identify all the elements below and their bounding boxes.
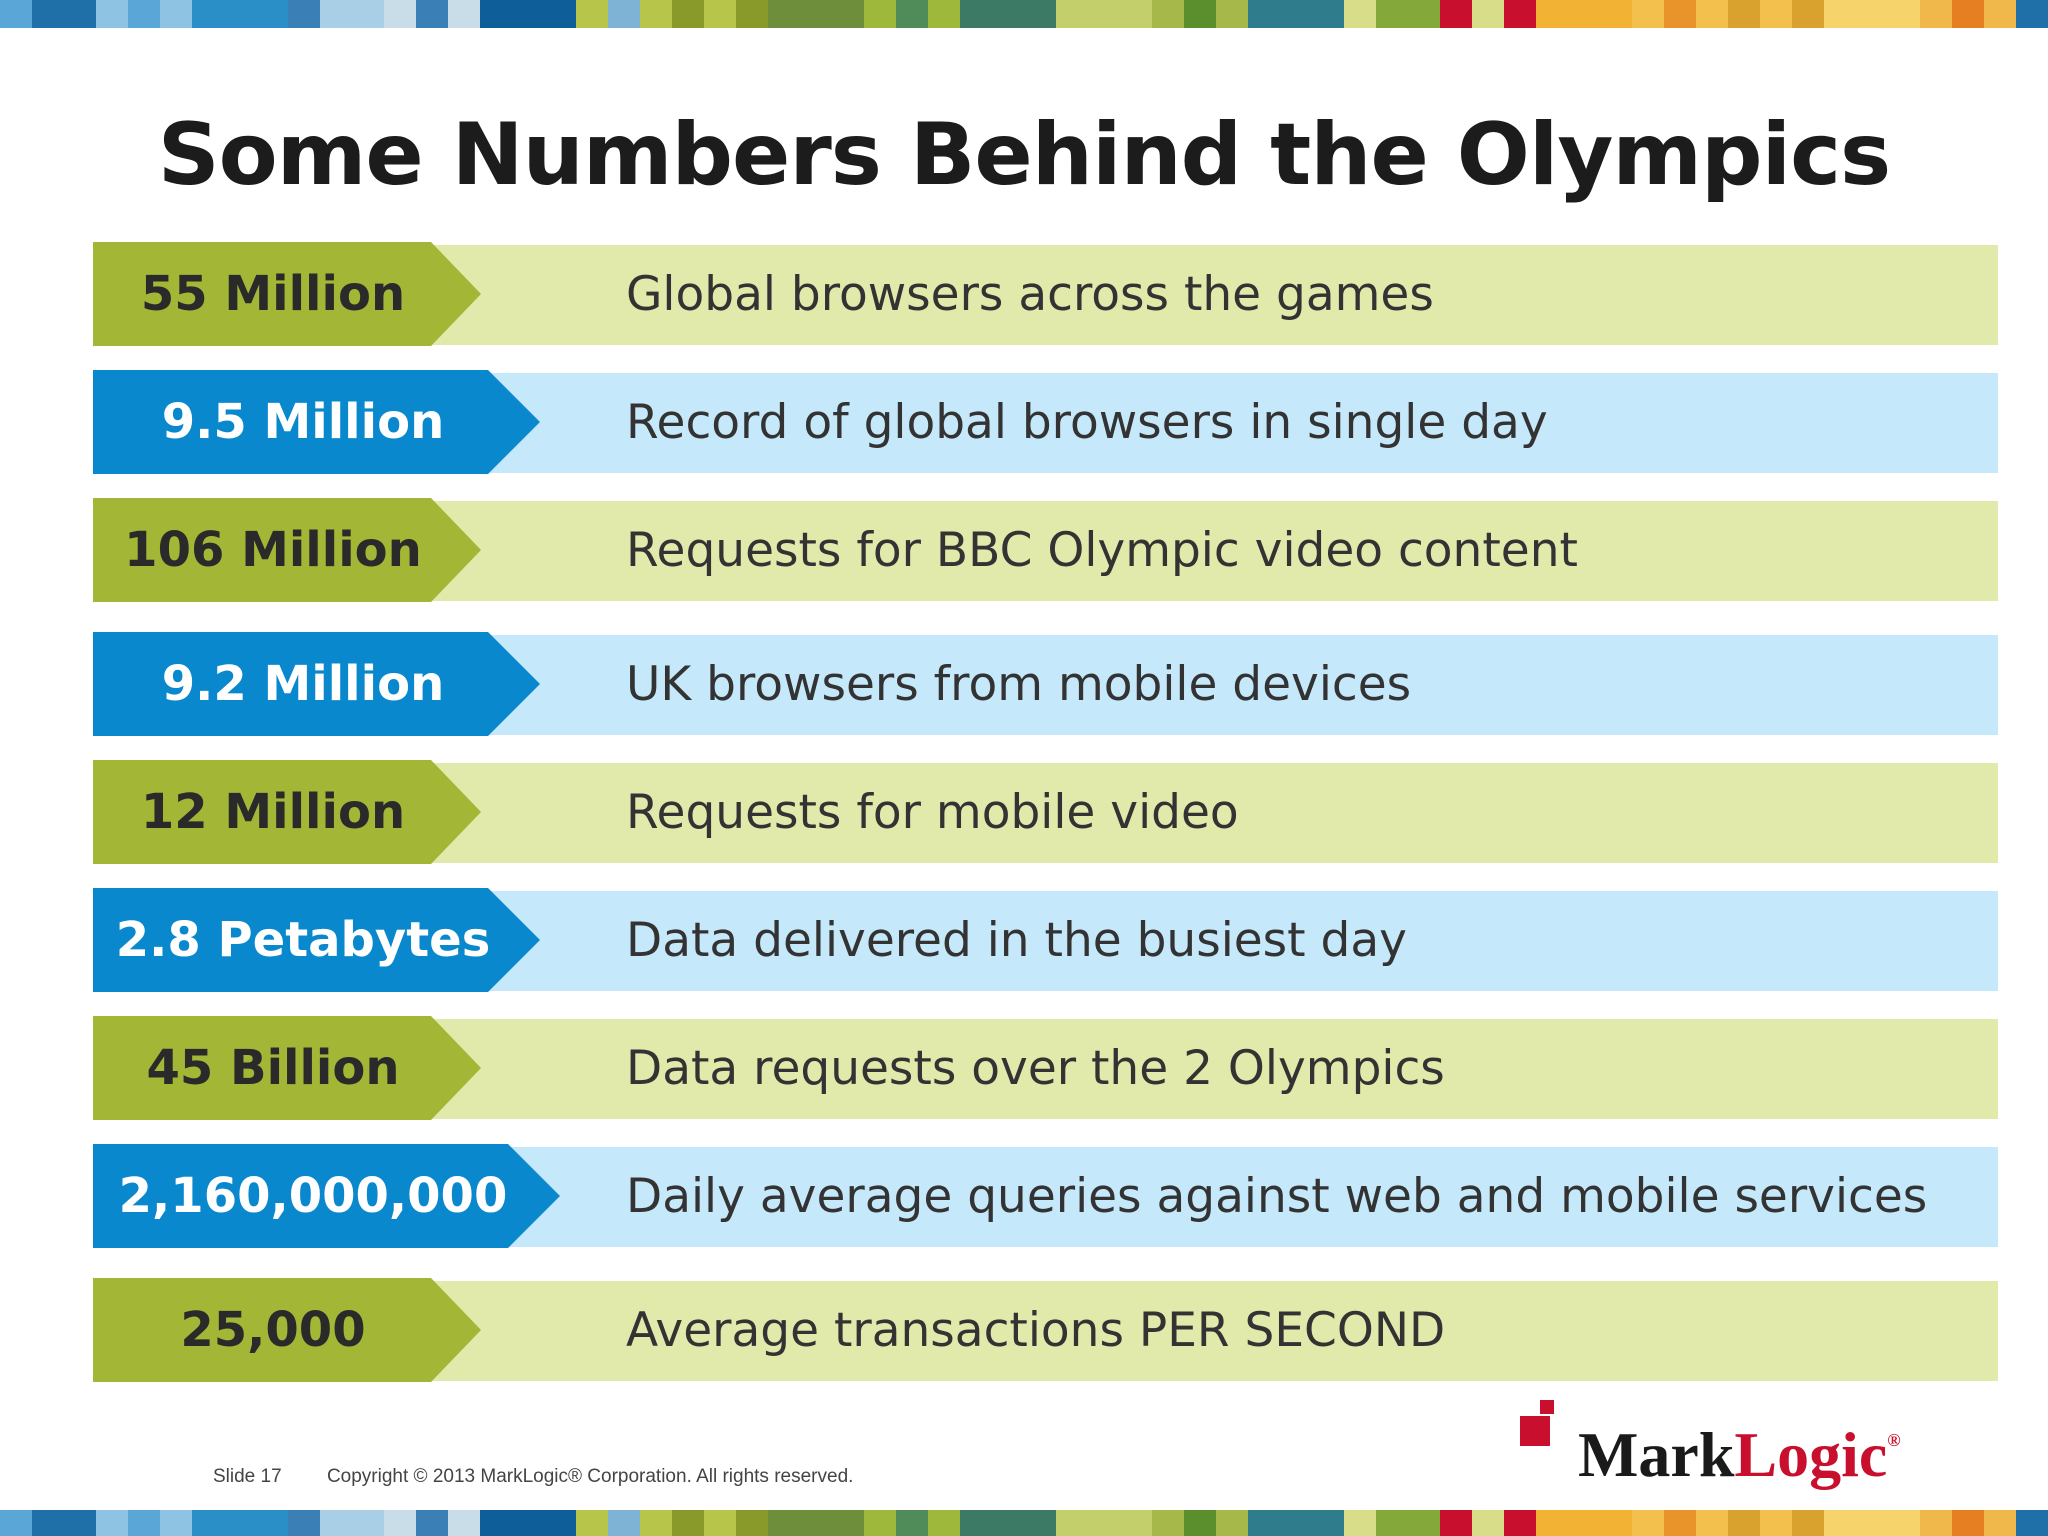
stat-description: Data delivered in the busiest day — [626, 913, 1407, 968]
logo-wordmark: MarkLogic® — [1578, 1419, 1901, 1490]
stat-value: 2,160,000,000 — [118, 1168, 508, 1224]
stat-row-3: 106 Million Requests for BBC Olympic vid… — [93, 498, 1998, 602]
stat-row-4: 9.2 Million UK browsers from mobile devi… — [93, 632, 1998, 736]
bottom-color-stripe — [0, 1510, 2048, 1536]
stat-value: 9.2 Million — [161, 656, 445, 712]
slide-title: Some Numbers Behind the Olympics — [157, 105, 1892, 205]
footer: Slide 17 Copyright © 2013 MarkLogic® Cor… — [213, 1466, 853, 1488]
stat-value: 2.8 Petabytes — [115, 912, 491, 968]
marklogic-logo: MarkLogic® — [1518, 1400, 1948, 1490]
stat-band — [393, 1019, 1998, 1119]
stat-value-tag: 9.5 Million — [93, 370, 540, 474]
stat-value-tag: 12 Million — [93, 760, 481, 864]
stat-band — [393, 891, 1998, 991]
stat-description: Record of global browsers in single day — [626, 395, 1548, 450]
stat-description: Global browsers across the games — [626, 267, 1434, 322]
stat-value-tag: 25,000 — [93, 1278, 481, 1382]
stat-value-tag: 2,160,000,000 — [93, 1144, 560, 1248]
stat-description: UK browsers from mobile devices — [626, 657, 1412, 712]
stat-band — [393, 1281, 1998, 1381]
stat-row-1: 55 Million Global browsers across the ga… — [93, 242, 1998, 346]
stat-description: Requests for mobile video — [626, 785, 1239, 840]
stat-value-tag: 9.2 Million — [93, 632, 540, 736]
stat-row-9: 25,000 Average transactions PER SECOND — [93, 1278, 1998, 1382]
stat-value: 12 Million — [140, 784, 406, 840]
copyright-text: Copyright © 2013 MarkLogic® Corporation.… — [326, 1466, 854, 1487]
top-color-stripe — [0, 0, 2048, 28]
stat-band — [393, 763, 1998, 863]
stat-row-8: 2,160,000,000 Daily average queries agai… — [93, 1144, 1998, 1248]
stat-value-tag: 106 Million — [93, 498, 481, 602]
stat-value: 106 Million — [124, 522, 422, 578]
stat-band — [393, 635, 1998, 735]
stat-description: Data requests over the 2 Olympics — [626, 1041, 1445, 1096]
stat-row-2: 9.5 Million Record of global browsers in… — [93, 370, 1998, 474]
stat-value: 25,000 — [180, 1302, 366, 1358]
stat-row-6: 2.8 Petabytes Data delivered in the busi… — [93, 888, 1998, 992]
logo-squares-icon — [1520, 1400, 1554, 1446]
stat-row-7: 45 Billion Data requests over the 2 Olym… — [93, 1016, 1998, 1120]
stat-value-tag: 55 Million — [93, 242, 481, 346]
stat-description: Average transactions PER SECOND — [626, 1303, 1446, 1358]
stat-value: 9.5 Million — [161, 394, 445, 450]
stat-description: Daily average queries against web and mo… — [626, 1169, 1928, 1224]
stat-row-5: 12 Million Requests for mobile video — [93, 760, 1998, 864]
stat-band — [393, 501, 1998, 601]
stat-band — [393, 373, 1998, 473]
slide-number: Slide 17 — [213, 1466, 282, 1487]
stat-description: Requests for BBC Olympic video content — [626, 523, 1578, 578]
stat-band — [393, 245, 1998, 345]
stat-value-tag: 2.8 Petabytes — [93, 888, 540, 992]
stat-band — [393, 1147, 1998, 1247]
stat-value-tag: 45 Billion — [93, 1016, 481, 1120]
stat-value: 45 Billion — [146, 1040, 400, 1096]
stat-value: 55 Million — [140, 266, 406, 322]
